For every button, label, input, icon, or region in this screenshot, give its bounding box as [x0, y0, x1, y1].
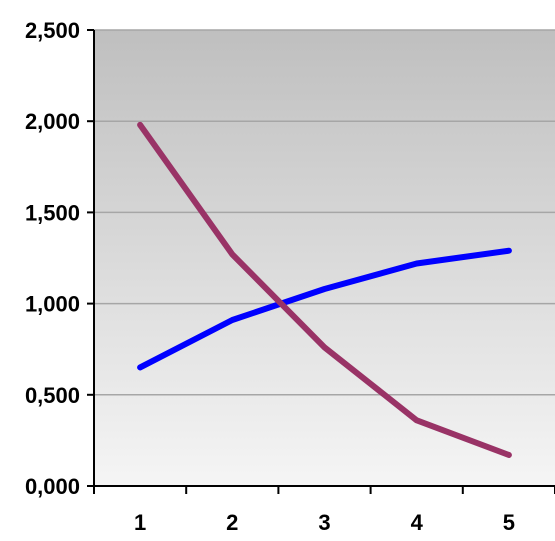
- x-tick-label: 1: [134, 510, 146, 535]
- x-tick-label: 5: [503, 510, 515, 535]
- y-tick-label: 2,500: [25, 18, 80, 43]
- x-tick-label: 3: [318, 510, 330, 535]
- y-tick-label: 0,000: [25, 474, 80, 499]
- y-tick-label: 1,000: [25, 292, 80, 317]
- x-tick-label: 2: [226, 510, 238, 535]
- y-tick-label: 0,500: [25, 383, 80, 408]
- y-tick-label: 2,000: [25, 109, 80, 134]
- x-tick-label: 4: [411, 510, 424, 535]
- plot-area: [94, 30, 555, 486]
- y-tick-label: 1,500: [25, 200, 80, 225]
